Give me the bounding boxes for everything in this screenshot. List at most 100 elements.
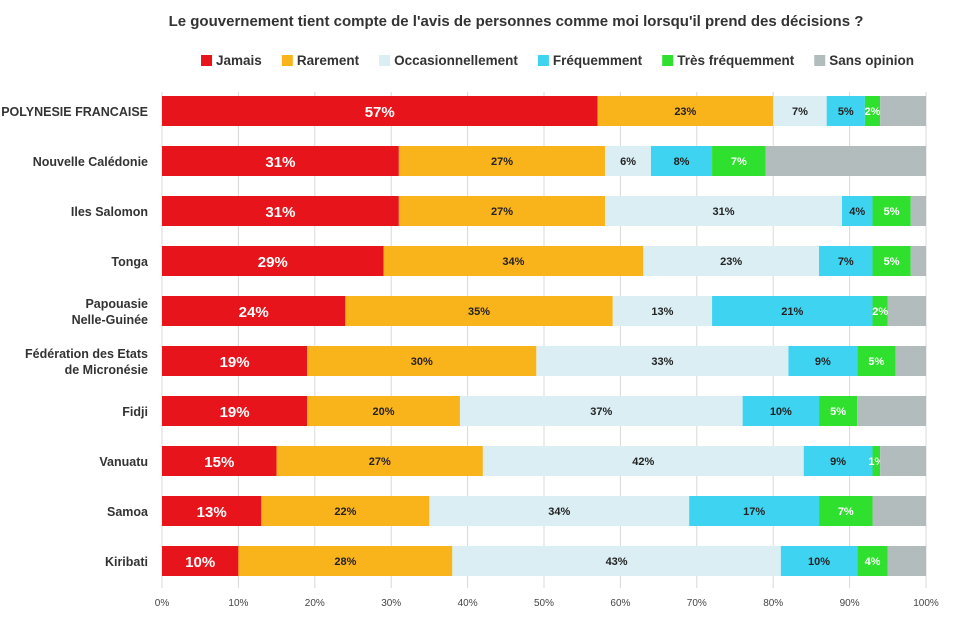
bar-segment [712, 296, 873, 326]
bar-segment [819, 246, 873, 276]
bar-segment [459, 396, 743, 426]
category-label: Fidji [122, 405, 148, 419]
category-label: Nouvelle Calédonie [33, 155, 148, 169]
data-label: 2% [865, 106, 881, 118]
data-label: 9% [830, 456, 846, 468]
data-label: 6% [620, 156, 636, 168]
data-label: 2% [872, 306, 888, 318]
data-label: 19% [220, 404, 250, 421]
legend-label: Jamais [216, 53, 262, 68]
bar-segment [887, 546, 926, 576]
bar-segment [162, 346, 308, 376]
data-label: 21% [781, 306, 803, 318]
bar-segment [712, 146, 766, 176]
data-label: 20% [373, 406, 395, 418]
data-label: 23% [720, 256, 742, 268]
legend-swatch [537, 55, 549, 66]
bar-segment [872, 496, 926, 526]
data-label: 30% [411, 356, 433, 368]
data-label: 10% [808, 556, 830, 568]
legend-item: Fréquemment [537, 53, 643, 68]
bar-segment [261, 496, 430, 526]
legend: Jamais Rarement Occasionnellement Fréquemme… [201, 53, 914, 68]
bar-segment [788, 346, 858, 376]
bar-segment [383, 246, 644, 276]
data-label: 27% [491, 206, 513, 218]
data-label: 4% [865, 556, 881, 568]
data-label: 31% [713, 206, 735, 218]
bar-segment [857, 546, 888, 576]
category-label: Iles Salomon [71, 205, 148, 219]
bar-segment [612, 296, 713, 326]
data-label: 57% [365, 104, 395, 121]
legend-swatch [662, 55, 674, 66]
bar-segment [429, 496, 690, 526]
data-label: 31% [265, 154, 295, 171]
bar-segment [864, 96, 881, 126]
bar-segment [880, 446, 926, 476]
legend-swatch [201, 55, 213, 66]
bar-segment [162, 496, 262, 526]
bar-segment [872, 196, 911, 226]
bar-segment [773, 96, 827, 126]
data-label: 5% [838, 106, 854, 118]
legend-swatch [281, 55, 293, 66]
data-label: 27% [369, 456, 391, 468]
x-tick-label: 100% [913, 598, 939, 609]
x-tick-label: 70% [687, 598, 707, 609]
bar-segment [398, 146, 606, 176]
data-label: 24% [239, 304, 269, 321]
bar-segment [910, 196, 926, 226]
x-tick-label: 10% [228, 598, 248, 609]
x-axis-ticks: 0% 10% 20% 30% 40% 50% 60% 70% 80% 90% 100% [155, 598, 939, 609]
data-label: 29% [258, 254, 288, 271]
bar-segment [276, 446, 483, 476]
data-label: 27% [491, 156, 513, 168]
legend-label: Occasionnellement [394, 53, 518, 68]
x-tick-label: 80% [763, 598, 783, 609]
data-label: 13% [651, 306, 673, 318]
data-label: 37% [590, 406, 612, 418]
category-label: Tonga [111, 255, 149, 269]
bar-segment [162, 146, 399, 176]
x-tick-label: 40% [458, 598, 478, 609]
legend-item: Sans opinion [814, 53, 914, 68]
bar-segment [452, 546, 781, 576]
data-label: 17% [743, 506, 765, 518]
legend-item: Rarement [281, 53, 360, 68]
bar-segment [826, 96, 865, 126]
bar-segment [857, 346, 896, 376]
bar-segment [910, 246, 926, 276]
bar-segment [536, 346, 789, 376]
bar-segment [605, 146, 651, 176]
data-label: 19% [220, 354, 250, 371]
bar-segment [162, 246, 384, 276]
legend-item: Jamais [201, 53, 262, 68]
legend-item: Occasionnellement [379, 53, 518, 68]
data-label: 5% [830, 406, 846, 418]
legend-swatch [814, 55, 826, 66]
data-label: 43% [606, 556, 628, 568]
data-label: 23% [674, 106, 696, 118]
data-label: 15% [204, 454, 234, 471]
data-label: 8% [674, 156, 690, 168]
bar-segment [162, 96, 598, 126]
data-label: 22% [334, 506, 356, 518]
bar-segment [398, 196, 606, 226]
data-label: 7% [838, 506, 854, 518]
bar-segment [238, 546, 453, 576]
category-label: POLYNESIE FRANCAISE [1, 105, 148, 119]
x-tick-label: 20% [305, 598, 325, 609]
category-labels: POLYNESIE FRANCAISE Nouvelle Calédonie Ile… [1, 105, 149, 569]
data-label: 10% [185, 554, 215, 571]
bar-segment [307, 396, 460, 426]
chart-title: Le gouvernement tient compte de l'avis d… [169, 13, 864, 30]
x-tick-label: 30% [381, 598, 401, 609]
legend-label: Rarement [297, 53, 360, 68]
bar-segment [780, 546, 858, 576]
bar-segment [880, 96, 926, 126]
bar-segment [162, 446, 277, 476]
bar-segment [803, 446, 873, 476]
bar-segment [887, 296, 926, 326]
